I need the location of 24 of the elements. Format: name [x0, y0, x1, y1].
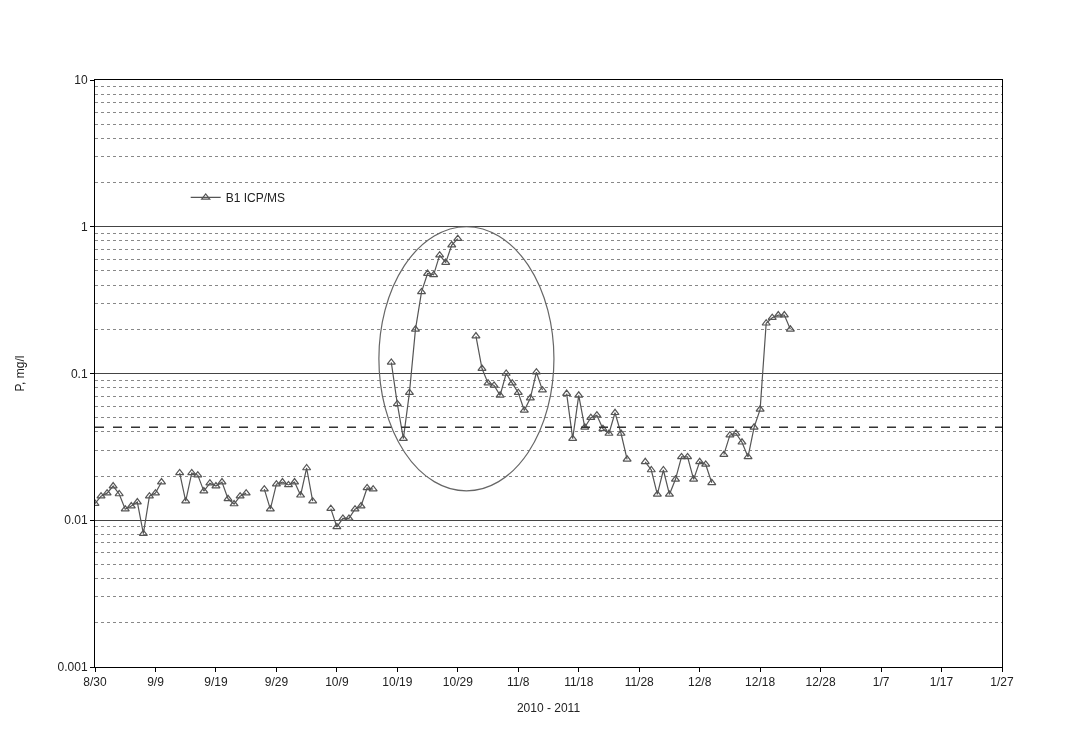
x-tick-label: 1/17 — [929, 675, 954, 690]
x-tick-label: 8/30 — [83, 675, 107, 690]
x-tick-label: 9/29 — [264, 675, 289, 690]
x-tick-label: 12/28 — [805, 675, 836, 690]
x-tick-label: 1/27 — [990, 675, 1014, 690]
x-tick-label: 12/18 — [745, 675, 776, 690]
x-tick-label: 10/9 — [325, 675, 349, 690]
y-axis-title: P, mg/l — [12, 355, 27, 392]
x-tick-label: 12/8 — [687, 675, 712, 690]
x-tick-label: 10/29 — [442, 675, 474, 690]
x-tick-label: 9/9 — [147, 675, 165, 690]
x-axis-title: 2010 - 2011 — [516, 701, 581, 716]
y-tick-label: 0.01 — [64, 513, 88, 528]
y-tick-label: 1 — [80, 219, 88, 234]
x-tick-label: 9/19 — [204, 675, 228, 690]
x-tick-label: 11/28 — [624, 675, 655, 690]
x-tick-label: 11/8 — [507, 675, 530, 690]
x-tick-label: 11/18 — [564, 675, 594, 690]
x-tick-label: 10/19 — [382, 675, 413, 690]
y-tick-label: 0.001 — [57, 660, 88, 675]
y-tick-label: 0.1 — [70, 366, 88, 381]
legend-label: B1 ICP/MS — [225, 191, 286, 206]
y-tick-label: 10 — [74, 73, 88, 88]
x-tick-label: 1/7 — [872, 675, 890, 690]
